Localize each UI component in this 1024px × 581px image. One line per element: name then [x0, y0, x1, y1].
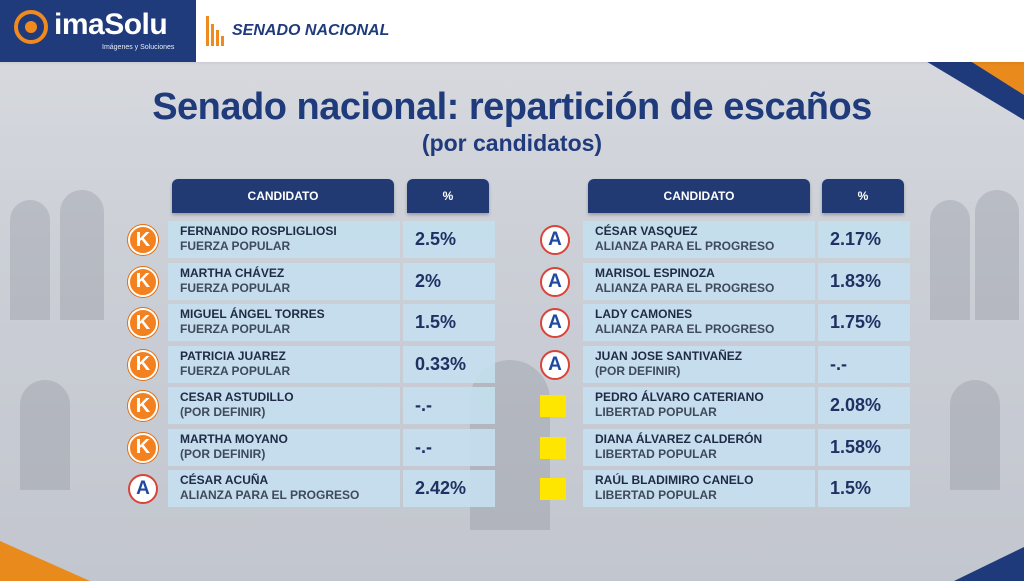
candidate-party: (POR DEFINIR) [595, 363, 681, 378]
alianza-progreso-a-icon: A [540, 266, 570, 297]
corner-decoration-bottom-left [0, 541, 90, 581]
candidate-party: FUERZA POPULAR [180, 322, 291, 336]
candidate-percent: 1.58% [818, 428, 910, 466]
brand-mark-icon [14, 10, 48, 44]
candidate-row: A CÉSAR ACUÑA ALIANZA PARA EL PROGRESO 2.42… [0, 470, 1024, 507]
candidate-percent: 1.5% [818, 470, 910, 507]
candidate-cell: JUAN JOSE SANTIVAÑEZ (POR DEFINIR) [583, 345, 815, 383]
alianza-progreso-a-icon: A [540, 308, 570, 338]
candidate-party: ALIANZA PARA EL PROGRESO [180, 488, 360, 502]
candidate-percent: 1.5% [403, 304, 495, 341]
candidate-cell: MARISOL ESPINOZA ALIANZA PARA EL PROGRESO [583, 262, 815, 300]
candidate-row: A JUAN JOSE SANTIVAÑEZ (POR DEFINIR) -.- [0, 345, 1024, 383]
candidate-cell: RAÚL BLADIMIRO CANELO LIBERTAD POPULAR [583, 470, 815, 507]
candidate-party: FUERZA POPULAR [180, 363, 291, 378]
left-header-candidate: CANDIDATO [172, 179, 394, 213]
candidate-percent: 2.5% [403, 221, 495, 258]
candidate-name: JUAN JOSE SANTIVAÑEZ [595, 348, 743, 363]
candidate-cell: MIGUEL ÁNGEL TORRES FUERZA POPULAR [168, 304, 400, 341]
candidate-cell: MARTHA CHÁVEZ FUERZA POPULAR [168, 262, 400, 300]
candidate-cell: MARTHA MOYANO (POR DEFINIR) [168, 428, 400, 466]
libertad-popular-icon [540, 436, 566, 459]
candidate-row: K FERNANDO ROSPLIGLIOSI FUERZA POPULAR 2.5% [0, 221, 1024, 258]
right-header-percent: % [822, 179, 904, 213]
candidate-row: RAÚL BLADIMIRO CANELO LIBERTAD POPULAR 1.5… [0, 470, 1024, 507]
candidate-row: K CESAR ASTUDILLO (POR DEFINIR) -.- [0, 387, 1024, 424]
candidate-party: FUERZA POPULAR [180, 239, 291, 253]
candidate-percent: 2.42% [403, 470, 495, 507]
candidate-name: PATRICIA JUAREZ [180, 348, 286, 363]
candidate-percent: 0.33% [403, 345, 495, 383]
candidate-party: (POR DEFINIR) [180, 446, 266, 461]
candidate-cell: CÉSAR VASQUEZ ALIANZA PARA EL PROGRESO [583, 221, 815, 258]
candidate-party: (POR DEFINIR) [180, 405, 266, 419]
candidate-name: MARISOL ESPINOZA [595, 265, 715, 280]
candidate-percent: -.- [818, 345, 910, 383]
candidate-name: MARTHA MOYANO [180, 431, 288, 446]
candidate-cell: CÉSAR ACUÑA ALIANZA PARA EL PROGRESO [168, 470, 400, 507]
candidate-percent: 2.08% [818, 387, 910, 424]
candidate-name: FERNANDO ROSPLIGLIOSI [180, 224, 337, 238]
alianza-progreso-a-icon: A [128, 474, 158, 504]
brand-logo[interactable]: imaSolu Imágenes y Soluciones [0, 0, 196, 62]
candidate-percent: 2.17% [818, 221, 910, 258]
candidate-party: LIBERTAD POPULAR [595, 488, 717, 502]
fuerza-popular-k-icon: K [128, 308, 158, 338]
candidate-party: LIBERTAD POPULAR [595, 446, 717, 461]
candidate-row: A MARISOL ESPINOZA ALIANZA PARA EL PROGRES… [0, 262, 1024, 300]
candidate-party: LIBERTAD POPULAR [595, 405, 717, 419]
candidate-party: ALIANZA PARA EL PROGRESO [595, 280, 775, 295]
candidate-name: MIGUEL ÁNGEL TORRES [180, 307, 325, 321]
page-title: Senado nacional: repartición de escaños [152, 86, 872, 128]
candidate-percent: -.- [403, 387, 495, 424]
candidate-row: K MIGUEL ÁNGEL TORRES FUERZA POPULAR 1.5% [0, 304, 1024, 341]
page-subtitle: (por candidatos) [421, 130, 603, 156]
brand-name: imaSolu [54, 8, 168, 41]
candidate-name: CESAR ASTUDILLO [180, 390, 294, 404]
candidate-row: PEDRO ÁLVARO CATERIANO LIBERTAD POPULAR 2.… [0, 387, 1024, 424]
section-title: SENADO NACIONAL [232, 22, 390, 39]
candidate-cell: PATRICIA JUAREZ FUERZA POPULAR [168, 345, 400, 383]
header-bar: imaSolu Imágenes y Soluciones SENADO NAC… [0, 0, 1024, 62]
brand-tagline: Imágenes y Soluciones [102, 44, 175, 51]
fuerza-popular-k-icon: K [128, 432, 158, 463]
candidate-percent: -.- [403, 428, 495, 466]
candidate-name: PEDRO ÁLVARO CATERIANO [595, 390, 764, 404]
libertad-popular-icon [540, 395, 566, 417]
candidate-cell: DIANA ÁLVAREZ CALDERÓN LIBERTAD POPULAR [583, 428, 815, 466]
alianza-progreso-a-icon: A [540, 349, 570, 380]
candidate-name: DIANA ÁLVAREZ CALDERÓN [595, 431, 763, 446]
alianza-progreso-a-icon: A [540, 225, 570, 255]
candidate-name: CÉSAR ACUÑA [180, 473, 269, 487]
candidate-cell: PEDRO ÁLVARO CATERIANO LIBERTAD POPULAR [583, 387, 815, 424]
candidate-row: K MARTHA MOYANO (POR DEFINIR) -.- [0, 428, 1024, 466]
corner-decoration-bottom-right [954, 547, 1024, 581]
fuerza-popular-k-icon: K [128, 349, 158, 380]
right-header-candidate: CANDIDATO [588, 179, 810, 213]
fuerza-popular-k-icon: K [128, 391, 158, 421]
candidate-name: CÉSAR VASQUEZ [595, 224, 698, 238]
candidate-party: ALIANZA PARA EL PROGRESO [595, 239, 775, 253]
candidate-percent: 2% [403, 262, 495, 300]
candidate-cell: LADY CAMONES ALIANZA PARA EL PROGRESO [583, 304, 815, 341]
candidate-row: K MARTHA CHÁVEZ FUERZA POPULAR 2% [0, 262, 1024, 300]
candidate-cell: FERNANDO ROSPLIGLIOSI FUERZA POPULAR [168, 221, 400, 258]
candidate-percent: 1.83% [818, 262, 910, 300]
candidate-cell: CESAR ASTUDILLO (POR DEFINIR) [168, 387, 400, 424]
candidate-name: MARTHA CHÁVEZ [180, 265, 285, 280]
fuerza-popular-k-icon: K [128, 266, 158, 297]
libertad-popular-icon [540, 478, 566, 500]
candidate-percent: 1.75% [818, 304, 910, 341]
candidate-row: K PATRICIA JUAREZ FUERZA POPULAR 0.33% [0, 345, 1024, 383]
fuerza-popular-k-icon: K [128, 225, 158, 255]
candidate-name: RAÚL BLADIMIRO CANELO [595, 473, 754, 487]
candidate-party: ALIANZA PARA EL PROGRESO [595, 322, 775, 336]
signal-bars-icon [206, 16, 226, 46]
candidate-party: FUERZA POPULAR [180, 280, 291, 295]
left-header-percent: % [407, 179, 489, 213]
candidate-row: A CÉSAR VASQUEZ ALIANZA PARA EL PROGRESO 2.… [0, 221, 1024, 258]
candidate-name: LADY CAMONES [595, 307, 693, 321]
candidate-row: DIANA ÁLVAREZ CALDERÓN LIBERTAD POPULAR 1.… [0, 428, 1024, 466]
candidate-row: A LADY CAMONES ALIANZA PARA EL PROGRESO 1.7… [0, 304, 1024, 341]
